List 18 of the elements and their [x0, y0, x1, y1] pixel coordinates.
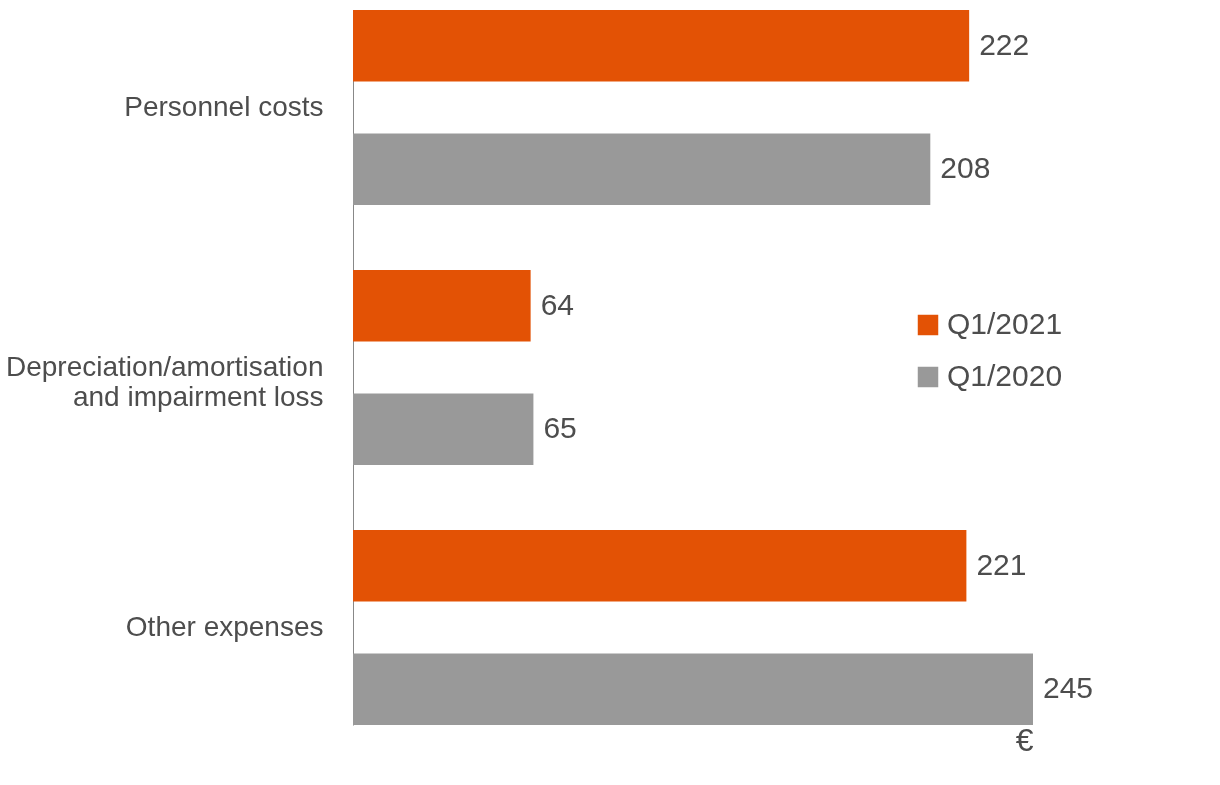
data-label: 245 [1043, 671, 1094, 705]
y-tick-label: Depreciation/amortisation and impairment loss [6, 350, 324, 412]
data-label: 221 [976, 547, 1027, 581]
data-label: 222 [979, 27, 1030, 61]
bar [353, 653, 1033, 725]
bar [353, 10, 970, 82]
legend-label: Q1/2020 [947, 359, 1063, 392]
bar [353, 133, 931, 205]
y-tick-label: Other expenses [125, 610, 324, 642]
data-label: 65 [543, 411, 577, 445]
y-tick-label: Personnel costs [124, 90, 324, 122]
data-label: 64 [540, 287, 575, 321]
bar [353, 530, 967, 602]
bar [353, 270, 531, 342]
data-label: 208 [940, 151, 991, 185]
bar [353, 393, 534, 465]
legend-label: Q1/2021 [947, 307, 1063, 340]
x-axis-title: € [1015, 721, 1034, 758]
